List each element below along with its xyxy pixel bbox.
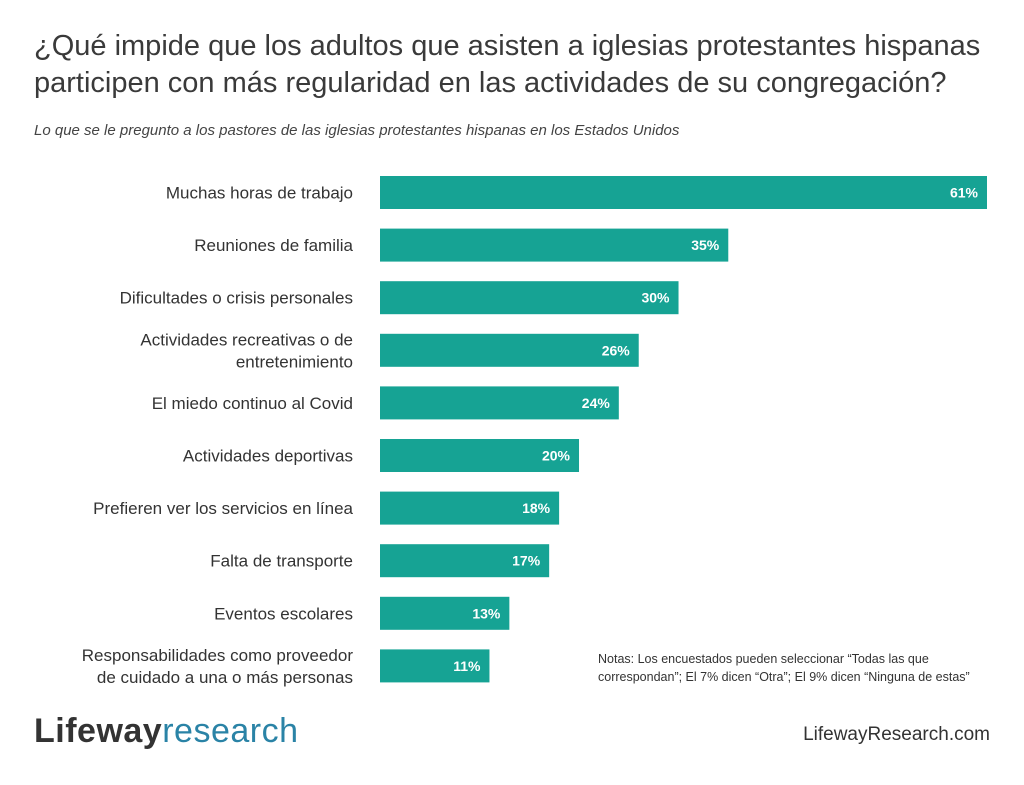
category-label: El miedo continuo al Covid xyxy=(152,394,353,413)
website-label: LifewayResearch.com xyxy=(803,724,990,745)
chart-subtitle: Lo que se le pregunto a los pastores de … xyxy=(34,122,680,139)
bar-value-label: 24% xyxy=(582,395,611,411)
category-label-line: Responsabilidades como proveedor xyxy=(82,646,354,665)
bar xyxy=(380,386,619,420)
category-label: Prefieren ver los servicios en línea xyxy=(93,499,353,518)
category-label-line: Reuniones de familia xyxy=(194,236,353,255)
chart-title: ¿Qué impide que los adultos que asisten … xyxy=(34,30,981,99)
bar xyxy=(380,596,510,630)
notes: Notas: Los encuestados pueden selecciona… xyxy=(598,652,970,684)
bar-value-label: 11% xyxy=(453,658,481,674)
category-label: Responsabilidades como proveedor de cuida… xyxy=(82,646,354,687)
category-label-line: El miedo continuo al Covid xyxy=(152,394,353,413)
bar xyxy=(380,649,490,683)
bar-value-label: 13% xyxy=(472,605,501,621)
category-label: Dificultades o crisis personales xyxy=(120,289,353,308)
lifeway-research-logo: Lifewayresearch xyxy=(34,712,299,751)
bar xyxy=(380,491,560,525)
category-label-line: Falta de transporte xyxy=(210,552,353,571)
category-label: Actividades recreativas o de entretenimie… xyxy=(140,330,353,371)
logo-part-lifeway: Lifeway xyxy=(34,712,163,750)
category-label: Muchas horas de trabajo xyxy=(166,184,353,203)
category-label-line: Actividades deportivas xyxy=(183,447,353,466)
bar xyxy=(380,228,729,262)
bar xyxy=(380,176,987,209)
bar-value-label: 20% xyxy=(542,448,571,464)
category-label-line: Prefieren ver los servicios en línea xyxy=(93,499,353,518)
bar xyxy=(380,333,639,367)
bar-value-label: 61% xyxy=(950,185,979,201)
category-label-line: Eventos escolares xyxy=(214,604,353,623)
category-label-line: de cuidado a una o más personas xyxy=(97,668,353,687)
bar-value-label: 26% xyxy=(602,342,631,358)
category-label-line: Dificultades o crisis personales xyxy=(120,289,353,308)
bar-value-label: 30% xyxy=(641,290,670,306)
category-label: Actividades deportivas xyxy=(183,447,353,466)
category-label-line: Muchas horas de trabajo xyxy=(166,184,353,203)
bar-value-label: 18% xyxy=(522,500,551,516)
category-label: Eventos escolares xyxy=(214,604,353,623)
bar-value-label: 17% xyxy=(512,553,541,569)
category-label-line: Actividades recreativas o de xyxy=(140,330,353,349)
logo-part-research: research xyxy=(162,712,299,750)
bar xyxy=(380,281,679,315)
bar xyxy=(380,439,580,472)
bar xyxy=(380,544,550,578)
category-label: Reuniones de familia xyxy=(194,236,353,255)
category-label-line: entretenimiento xyxy=(236,352,353,371)
category-label: Falta de transporte xyxy=(210,552,353,571)
bar-value-label: 35% xyxy=(691,237,720,253)
